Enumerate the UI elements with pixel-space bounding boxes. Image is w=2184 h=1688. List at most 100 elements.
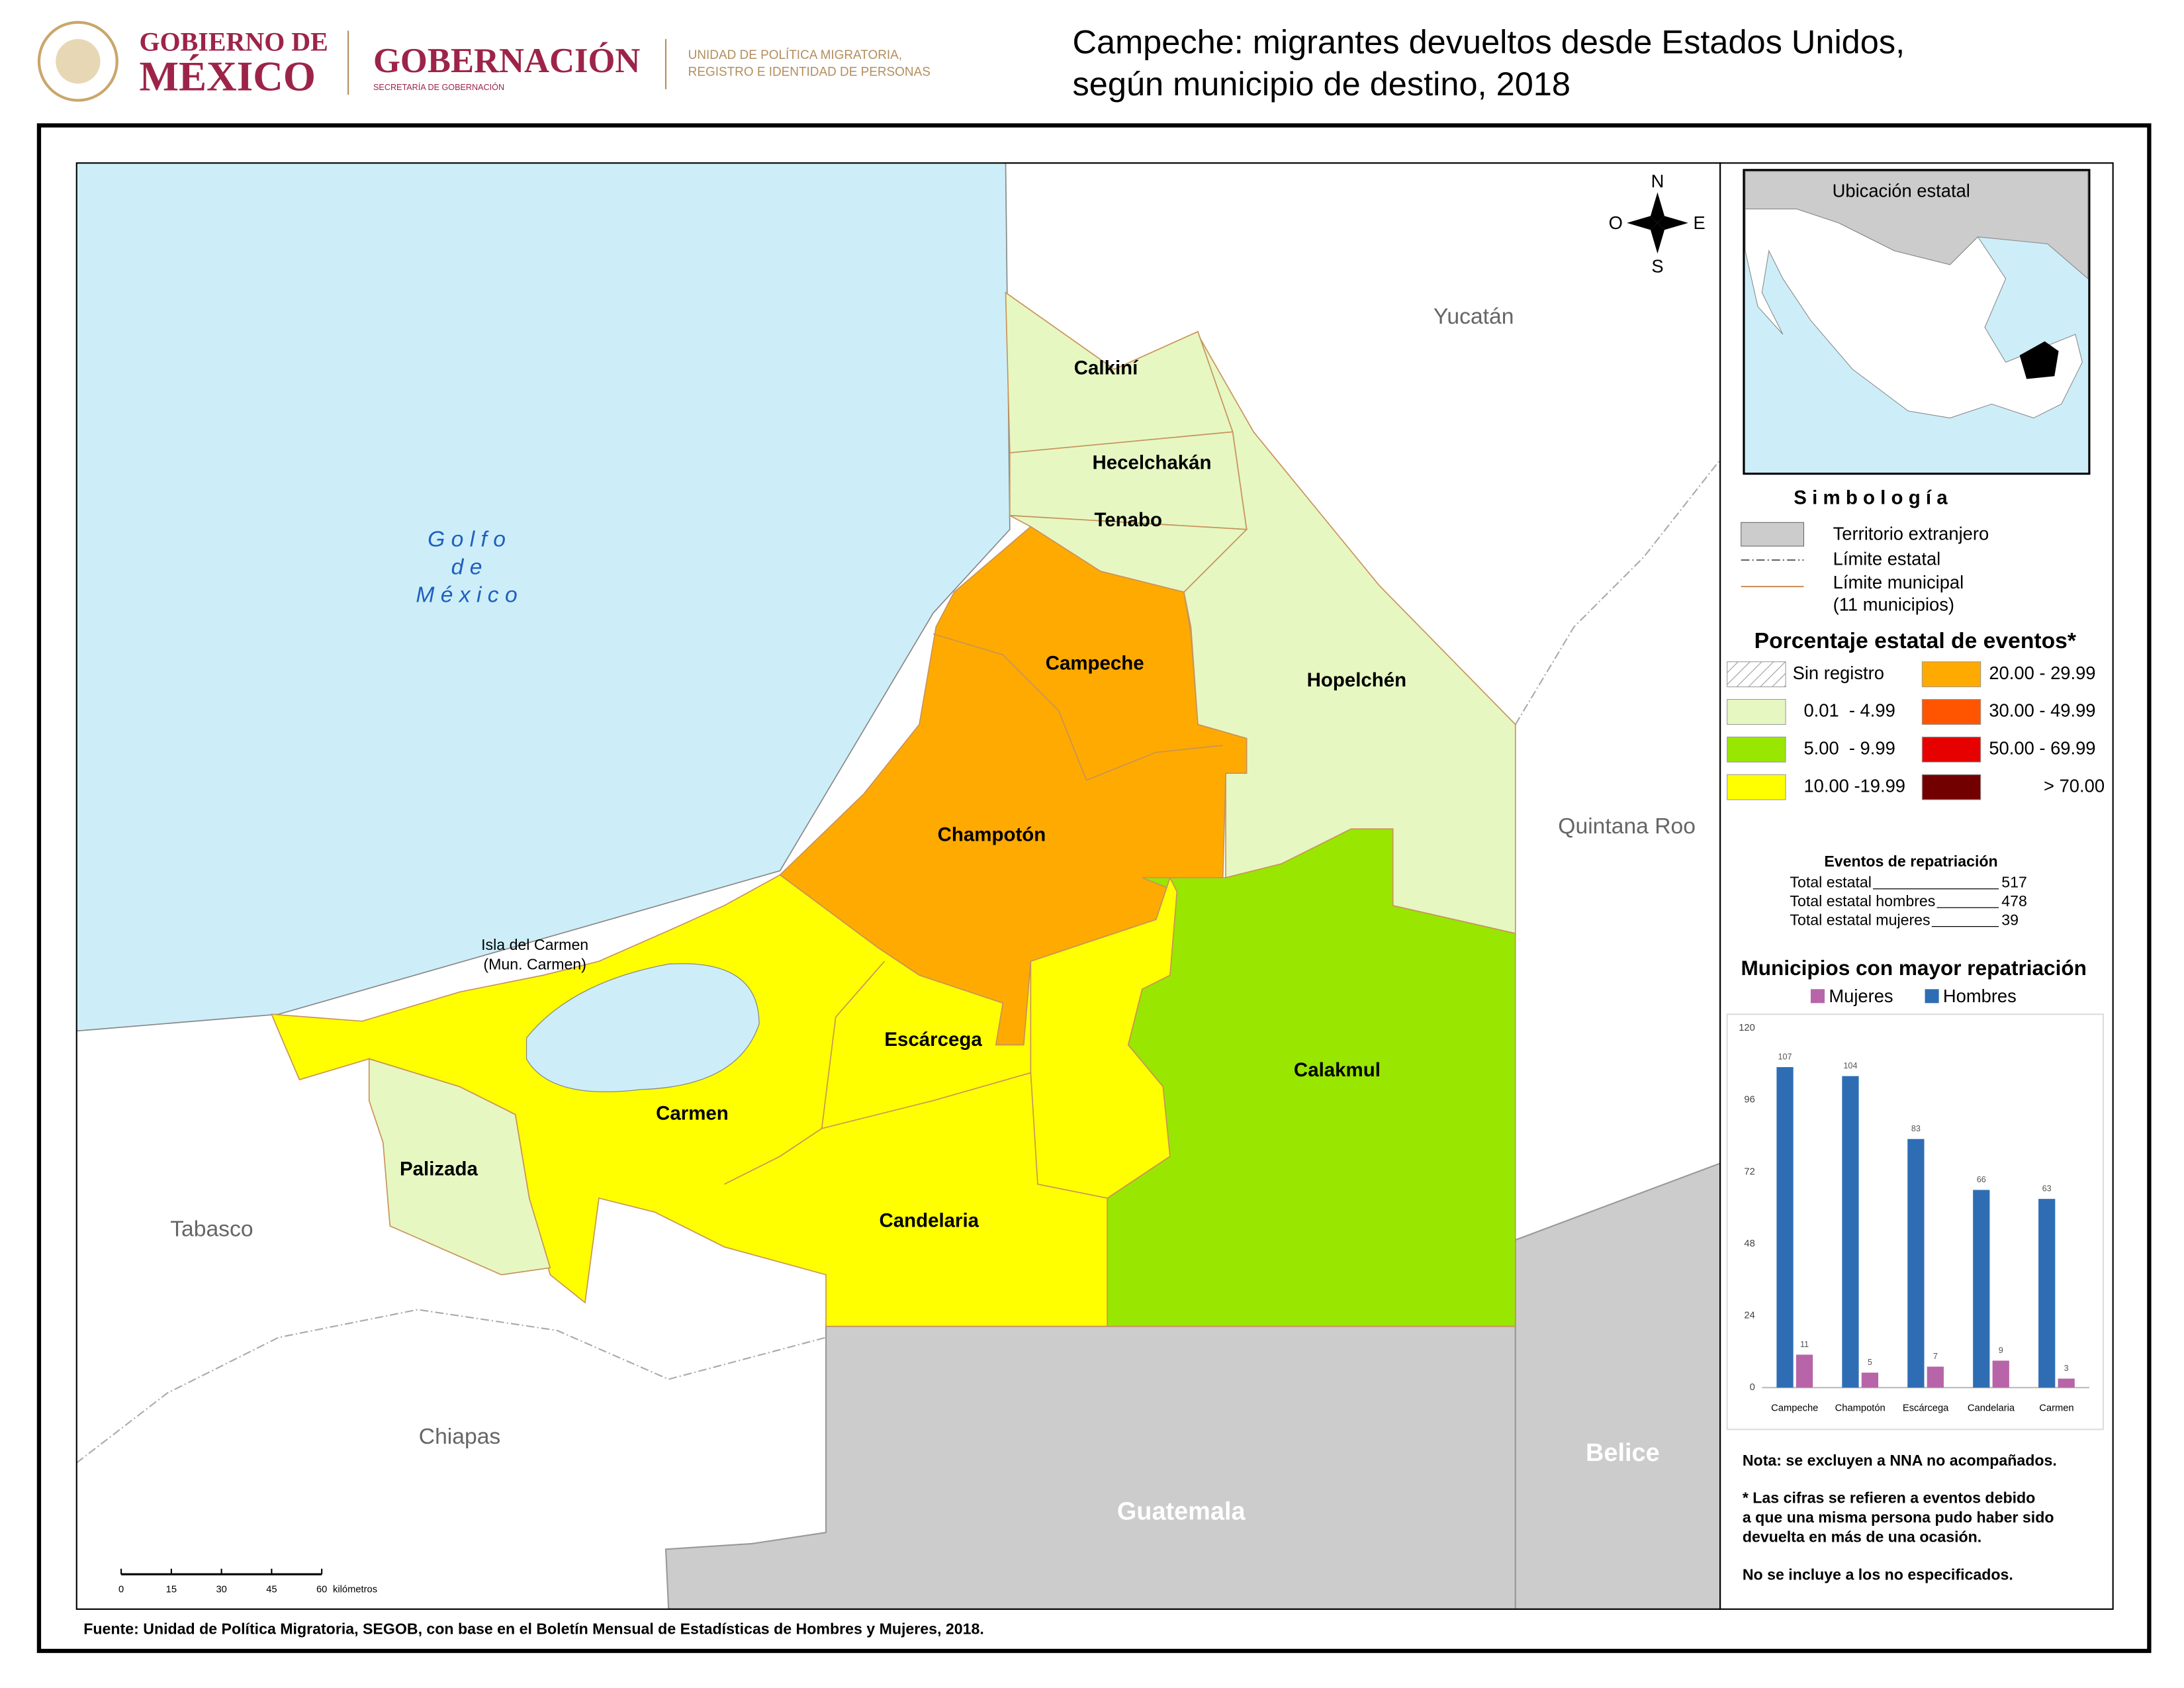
- x-tick-label: Carmen: [2039, 1403, 2073, 1414]
- bar: [1861, 1372, 1879, 1388]
- municipality-label: Tenabo: [1094, 509, 1162, 531]
- municipality-label: Palizada: [400, 1158, 478, 1180]
- scale-label: 45: [266, 1584, 277, 1595]
- class-swatch: [1921, 699, 1981, 725]
- value-label: 104: [1843, 1061, 1857, 1070]
- municipality-label: Carmen: [656, 1102, 729, 1124]
- class-label: 5.00 - 9.99: [1803, 738, 1895, 759]
- map: Calkiní Hecelchakán Tenabo Campeche Hope…: [75, 162, 1721, 1610]
- neighbor-label: Chiapas: [419, 1425, 500, 1449]
- scale-label: 30: [216, 1584, 226, 1595]
- compass-label: E: [1693, 212, 1705, 233]
- unit-line1: UNIDAD DE POLÍTICA MIGRATORIA,: [688, 48, 902, 62]
- value-label: 66: [1977, 1175, 1986, 1184]
- x-tick-label: Champotón: [1835, 1403, 1886, 1414]
- municipal-limit: [933, 633, 1223, 781]
- stats-title: Eventos de repatriación: [1824, 853, 1997, 870]
- gov-line1: GOBIERNO DE: [139, 27, 328, 57]
- class-legend: Sin registro 0.01 - 4.99 5.00 - 9.99 10.00 …: [1727, 661, 2105, 800]
- title-line1: Campeche: migrantes devueltos desde Esta…: [1073, 23, 1905, 61]
- class-label: 30.00 - 49.99: [1989, 700, 2095, 721]
- inset-campeche: [2019, 341, 2059, 379]
- municipality-label: Hecelchakán: [1092, 452, 1211, 474]
- municipality-label: Escárcega: [884, 1029, 982, 1051]
- bar: [1776, 1067, 1794, 1388]
- stat-value: 39: [2001, 911, 2019, 928]
- value-label: 9: [1999, 1346, 2003, 1355]
- inset-title: Ubicación estatal: [1833, 181, 1970, 201]
- municipality-label: Hopelchén: [1307, 669, 1407, 691]
- compass: N O E S: [1609, 171, 1706, 276]
- note: devuelta en más de una ocasión.: [1743, 1528, 1981, 1546]
- gov-line2: MÉXICO: [139, 54, 316, 100]
- chart-title: Municipios con mayor repatriación: [1741, 956, 2087, 980]
- y-tick-label: 72: [1744, 1166, 1754, 1177]
- class-swatch: [1727, 774, 1786, 800]
- class-swatch: [1727, 661, 1786, 688]
- island-label: Isla del Carmen: [481, 936, 588, 953]
- value-label: 83: [1911, 1124, 1921, 1133]
- polygon-shape: [1657, 216, 1688, 230]
- municipality-label: Campeche: [1046, 653, 1144, 675]
- class-swatch: [1727, 736, 1786, 763]
- island-label: (Mun. Carmen): [483, 956, 586, 973]
- gulf-label: M é x i c o: [416, 583, 517, 608]
- value-label: 11: [1800, 1340, 1809, 1349]
- secretaria: GOBERNACIÓN: [373, 42, 640, 80]
- bar: [1796, 1354, 1813, 1388]
- municipal-limit: [1030, 1072, 1108, 1199]
- polygon-shape: [1650, 192, 1664, 223]
- y-tick-label: 24: [1744, 1311, 1754, 1321]
- stat-label: Total estatal hombres: [1790, 892, 1935, 910]
- foreign-label: Guatemala: [1117, 1498, 1246, 1526]
- legend-swatch: [1810, 989, 1825, 1004]
- scale-label: 60: [316, 1584, 327, 1595]
- outer-frame: [36, 123, 2152, 1654]
- compass-label: O: [1609, 212, 1623, 233]
- gulf-label: G o l f o: [428, 528, 506, 552]
- chart: 0 24 48 72 96 120 Mujeres Hombres Campeche 11 107 C…: [1739, 986, 2089, 1414]
- bar: [1927, 1366, 1944, 1388]
- belice: [1514, 1162, 1721, 1610]
- legend-swatch: [1741, 522, 1804, 547]
- class-label: 10.00 -19.99: [1803, 775, 1905, 796]
- bar: [1992, 1360, 2009, 1388]
- seal: [37, 21, 118, 102]
- note: Nota: se excluyen a NNA no acompañados.: [1743, 1452, 2057, 1469]
- value-label: 5: [1868, 1358, 1872, 1367]
- class-label: 20.00 - 29.99: [1989, 663, 2095, 683]
- bar: [2058, 1378, 2075, 1388]
- y-tick-label: 120: [1739, 1023, 1755, 1033]
- legend-item: (11 municipios): [1833, 594, 1954, 615]
- stats: Total estatal 517 Total estatal hombres 478…: [1790, 873, 2027, 928]
- class-label: 0.01 - 4.99: [1803, 700, 1895, 721]
- scale-unit: kilómetros: [333, 1584, 377, 1595]
- compass-label: S: [1651, 256, 1663, 276]
- stat-label: Total estatal: [1790, 873, 1872, 890]
- class-swatch: [1921, 774, 1981, 800]
- classes-title: Porcentaje estatal de eventos*: [1754, 629, 2077, 653]
- stat-value: 517: [2001, 873, 2027, 890]
- unit-line2: REGISTRO E IDENTIDAD DE PERSONAS: [688, 65, 931, 79]
- neighbor-label: Tabasco: [170, 1217, 253, 1241]
- bar: [1842, 1076, 1859, 1388]
- municipality-palizada: [368, 1058, 551, 1276]
- x-tick-label: Candelaria: [1968, 1403, 2015, 1414]
- class-label: Sin registro: [1793, 663, 1884, 683]
- compass-label: N: [1651, 171, 1664, 191]
- y-tick-label: 48: [1744, 1239, 1754, 1249]
- x-tick-label: Escárcega: [1903, 1403, 1949, 1414]
- secretaria-sub: SECRETARÍA DE GOBERNACIÓN: [373, 82, 504, 92]
- legend-item: Límite estatal: [1833, 548, 1941, 569]
- laguna-de-terminos: [525, 963, 760, 1092]
- legend-swatch: [1925, 989, 1939, 1004]
- side-panel: Ubicación estatal S i m b o l o g í a Te…: [1719, 162, 2114, 1610]
- bar: [1907, 1139, 1925, 1388]
- note: * Las cifras se refieren a eventos debid…: [1743, 1489, 2035, 1507]
- value-label: 107: [1778, 1053, 1792, 1062]
- stat-value: 478: [2001, 892, 2027, 910]
- state-limit: [76, 1309, 827, 1464]
- class-label: 50.00 - 69.99: [1989, 738, 2095, 759]
